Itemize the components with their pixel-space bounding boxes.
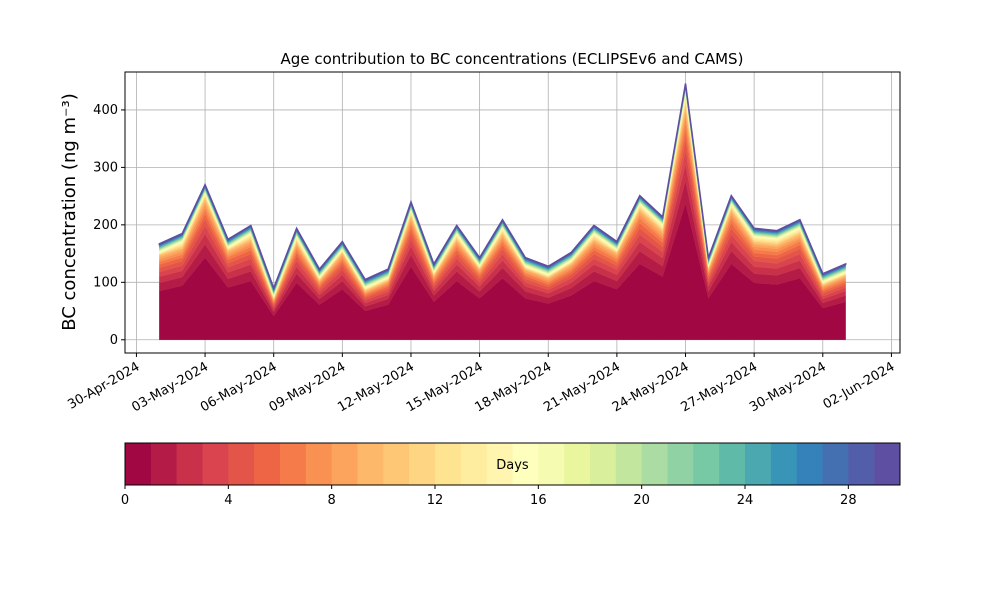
colorbar-cell: [383, 443, 410, 485]
colorbar-frame: [124, 442, 901, 486]
y-axis-label: BC concentration (ng m⁻³): [59, 93, 80, 331]
colorbar-cell: [590, 443, 617, 485]
colorbar-cell: [615, 443, 642, 485]
colorbar-cell: [254, 443, 281, 485]
colorbar-cell: [409, 443, 436, 485]
colorbar-cell: [305, 443, 332, 485]
x-tick-label: 21-May-2024: [541, 359, 623, 415]
colorbar-tick-label: 24: [737, 493, 754, 508]
colorbar-cell: [538, 443, 565, 485]
colorbar-cell: [641, 443, 668, 485]
x-tick-label: 03-May-2024: [129, 359, 211, 415]
x-tick-label: 24-May-2024: [610, 359, 692, 415]
colorbar-cell: [280, 443, 307, 485]
colorbar-cell: [460, 443, 487, 485]
colorbar-cell: [357, 443, 384, 485]
x-tick-label: 12-May-2024: [335, 359, 417, 415]
y-tick-label: 400: [93, 103, 118, 118]
chart-title: Age contribution to BC concentrations (E…: [281, 50, 744, 68]
colorbar-cell: [719, 443, 746, 485]
colorbar-cell: [667, 443, 694, 485]
y-tick-label: 0: [110, 333, 118, 348]
colorbar-cell: [874, 443, 901, 485]
x-tick-label: 18-May-2024: [473, 359, 555, 415]
colorbar-cell: [796, 443, 823, 485]
colorbar-cell: [693, 443, 720, 485]
colorbar-tick-label: 20: [633, 493, 650, 508]
colorbar-cell: [486, 443, 513, 485]
colorbar-tick-label: 8: [328, 493, 336, 508]
x-tick-label: 02-Jun-2024: [821, 359, 898, 412]
colorbar-cell: [848, 443, 875, 485]
x-tick-label: 06-May-2024: [198, 359, 280, 415]
colorbar-cell: [331, 443, 358, 485]
colorbar-cell: [770, 443, 797, 485]
x-tick-label: 30-May-2024: [747, 359, 829, 415]
colorbar-cell: [125, 443, 152, 485]
colorbar-cell: [202, 443, 229, 485]
colorbar-cell: [822, 443, 849, 485]
colorbar-tick-label: 0: [121, 493, 129, 508]
area-layer: [158, 83, 847, 291]
colorbar-cell: [228, 443, 255, 485]
x-tick-label: 27-May-2024: [678, 359, 760, 415]
colorbar-cell: [745, 443, 772, 485]
colorbar-cell: [176, 443, 203, 485]
colorbar-tick-label: 16: [530, 493, 547, 508]
colorbar-cell: [512, 443, 539, 485]
colorbar-tick-label: 12: [427, 493, 444, 508]
colorbar-tick-label: 4: [224, 493, 232, 508]
colorbar-label: Days: [496, 458, 529, 473]
x-tick-label: 09-May-2024: [267, 359, 349, 415]
y-tick-label: 100: [93, 275, 118, 290]
axes-frame: [124, 71, 901, 354]
x-tick-label: 15-May-2024: [404, 359, 486, 415]
colorbar-cell: [435, 443, 462, 485]
y-tick-label: 300: [93, 160, 118, 175]
y-tick-label: 200: [93, 218, 118, 233]
colorbar-cell: [150, 443, 177, 485]
colorbar-cell: [564, 443, 591, 485]
colorbar-tick-label: 28: [840, 493, 857, 508]
